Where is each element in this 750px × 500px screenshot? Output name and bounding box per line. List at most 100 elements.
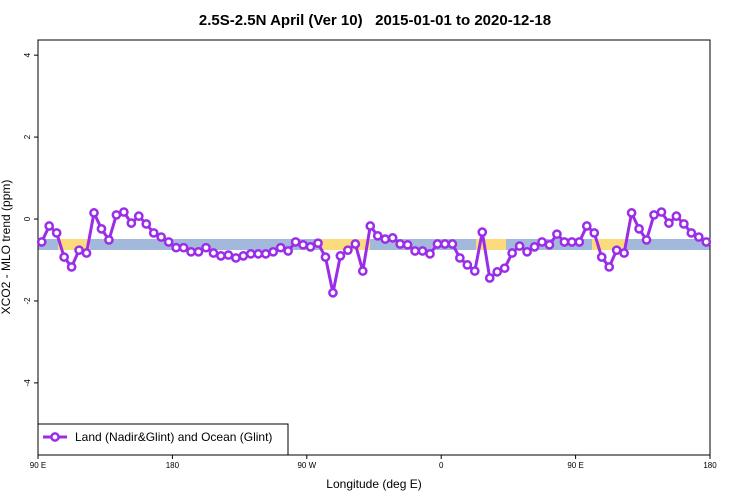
land-band <box>320 239 370 250</box>
y-tick-label: 2 <box>23 134 32 139</box>
data-point <box>440 239 450 249</box>
data-point <box>372 230 383 241</box>
legend-label: Land (Nadir&Glint) and Ocean (Glint) <box>75 430 272 444</box>
data-point <box>395 239 405 249</box>
x-tick-label: 180 <box>166 461 180 470</box>
data-point <box>507 248 517 258</box>
data-point <box>119 207 129 217</box>
data-point <box>193 246 204 257</box>
data-point <box>171 242 181 253</box>
data-point <box>245 248 256 259</box>
data-point <box>552 229 562 240</box>
data-point <box>253 248 264 259</box>
data-point <box>201 242 211 253</box>
data-point <box>626 208 637 218</box>
data-point <box>529 242 540 252</box>
legend-box <box>37 423 289 456</box>
data-point <box>462 260 473 270</box>
data-point <box>537 237 547 247</box>
data-point <box>328 287 338 298</box>
data-point <box>686 228 697 238</box>
data-point <box>634 224 644 234</box>
data-point <box>141 219 152 229</box>
y-tick-label: -2 <box>23 297 32 305</box>
data-point <box>320 252 331 262</box>
data-point <box>469 266 480 276</box>
data-point <box>126 218 137 228</box>
data-point <box>96 224 107 234</box>
data-point <box>350 239 361 249</box>
data-point <box>380 234 391 244</box>
land-band <box>592 239 626 250</box>
data-point <box>275 242 286 253</box>
land-band <box>476 239 506 250</box>
data-point <box>305 242 316 252</box>
data-point <box>455 253 465 263</box>
data-point <box>522 246 532 257</box>
data-point <box>641 235 652 245</box>
data-point <box>604 262 615 272</box>
x-tick-label: 180 <box>703 461 717 470</box>
y-tick-label: -4 <box>23 379 32 387</box>
data-point <box>357 266 368 276</box>
data-point <box>178 242 189 253</box>
surface-band <box>38 239 710 250</box>
data-point <box>679 219 689 229</box>
data-point <box>671 211 682 222</box>
data-point <box>156 232 167 242</box>
data-point <box>290 237 301 247</box>
legend-marker <box>50 432 60 442</box>
data-point <box>425 248 435 259</box>
data-point <box>104 235 114 245</box>
data-point <box>567 237 577 247</box>
land-band <box>58 239 90 250</box>
data-point <box>649 210 659 220</box>
data-point <box>238 251 249 261</box>
data-point <box>417 246 428 256</box>
data-point <box>313 238 323 249</box>
data-point <box>574 237 585 247</box>
x-axis-label: Longitude (deg E) <box>326 477 421 491</box>
data-point <box>268 246 279 257</box>
x-tick-label: 90 E <box>567 461 583 470</box>
data-point <box>283 246 293 256</box>
data-point <box>581 221 592 231</box>
data-point <box>589 228 600 238</box>
data-point <box>611 245 622 256</box>
data-point <box>298 239 308 250</box>
data-point <box>693 232 704 242</box>
data-point <box>111 210 122 220</box>
chart-title: 2.5S-2.5N April (Ver 10) 2015-01-01 to 2… <box>199 12 551 29</box>
data-point <box>51 228 62 238</box>
data-point <box>133 211 144 222</box>
data-point <box>223 250 234 260</box>
ocean-band <box>38 239 710 250</box>
x-tick-label: 90 E <box>30 461 46 470</box>
data-point <box>231 253 241 263</box>
data-point <box>664 218 674 228</box>
data-point <box>208 248 219 258</box>
y-axis-label: XCO2 - MLO trend (ppm) <box>0 180 13 315</box>
data-point <box>499 263 510 274</box>
data-point <box>402 239 413 250</box>
data-point <box>343 245 353 256</box>
data-point <box>44 221 55 231</box>
data-point <box>186 246 196 257</box>
data-point <box>163 237 174 247</box>
x-tick-label: 0 <box>439 461 444 470</box>
data-point <box>66 262 77 272</box>
data-point <box>656 207 667 217</box>
data-point <box>335 251 346 261</box>
data-point <box>619 248 629 258</box>
data-point <box>81 248 92 258</box>
data-point <box>260 248 271 259</box>
data-point <box>432 239 443 249</box>
data-point <box>216 251 226 261</box>
data-point <box>89 208 99 218</box>
data-point <box>74 245 84 256</box>
data-point <box>477 227 488 237</box>
data-point <box>148 228 159 238</box>
data-point <box>59 252 69 262</box>
data-point <box>514 241 525 251</box>
